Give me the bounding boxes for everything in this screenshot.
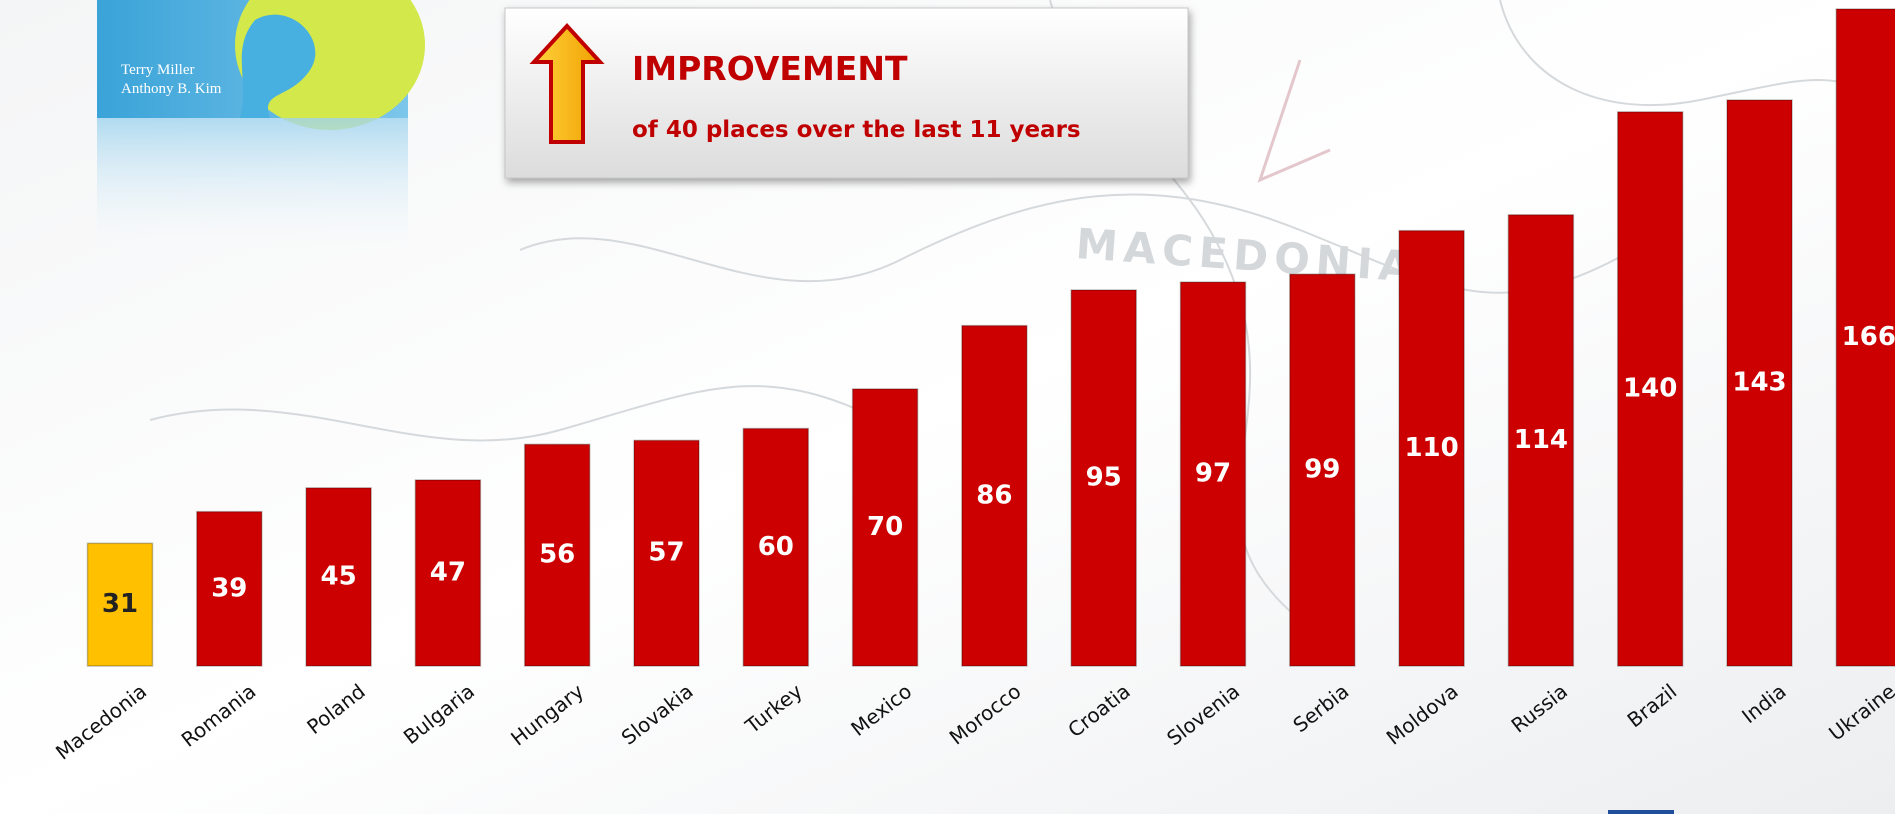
cover-reflection: [97, 118, 408, 263]
value-label: 56: [539, 540, 575, 570]
callout-box: [505, 8, 1188, 178]
slide: MACEDONIA Terry Miller Anthony B. Kim IM…: [0, 0, 1895, 814]
value-label: 166: [1842, 322, 1895, 352]
value-label: 47: [430, 557, 466, 587]
value-label: 60: [758, 532, 794, 562]
author: Terry Miller: [121, 62, 195, 78]
value-label: 39: [211, 573, 247, 603]
value-label: 31: [102, 589, 138, 619]
value-label: 95: [1086, 463, 1122, 493]
book-cover: Terry Miller Anthony B. Kim: [97, 0, 425, 263]
value-label: 140: [1623, 373, 1677, 403]
value-label: 114: [1514, 425, 1568, 455]
value-label: 110: [1404, 433, 1458, 463]
value-label: 57: [648, 538, 684, 568]
value-label: 86: [976, 480, 1012, 510]
callout-text: of 40 places over the last 11 years: [632, 117, 1081, 143]
page: MACEDONIA Terry Miller Anthony B. Kim IM…: [0, 0, 1895, 814]
callout: IMPROVEMENT of 40 places over the last 1…: [505, 8, 1188, 178]
value-label: 70: [867, 512, 903, 542]
logo-corner: [1608, 810, 1674, 814]
value-label: 97: [1195, 459, 1231, 489]
value-label: 143: [1732, 368, 1786, 398]
author: Anthony B. Kim: [121, 81, 222, 97]
value-label: 99: [1304, 455, 1340, 485]
callout-title: IMPROVEMENT: [632, 49, 908, 88]
value-label: 45: [321, 561, 357, 591]
